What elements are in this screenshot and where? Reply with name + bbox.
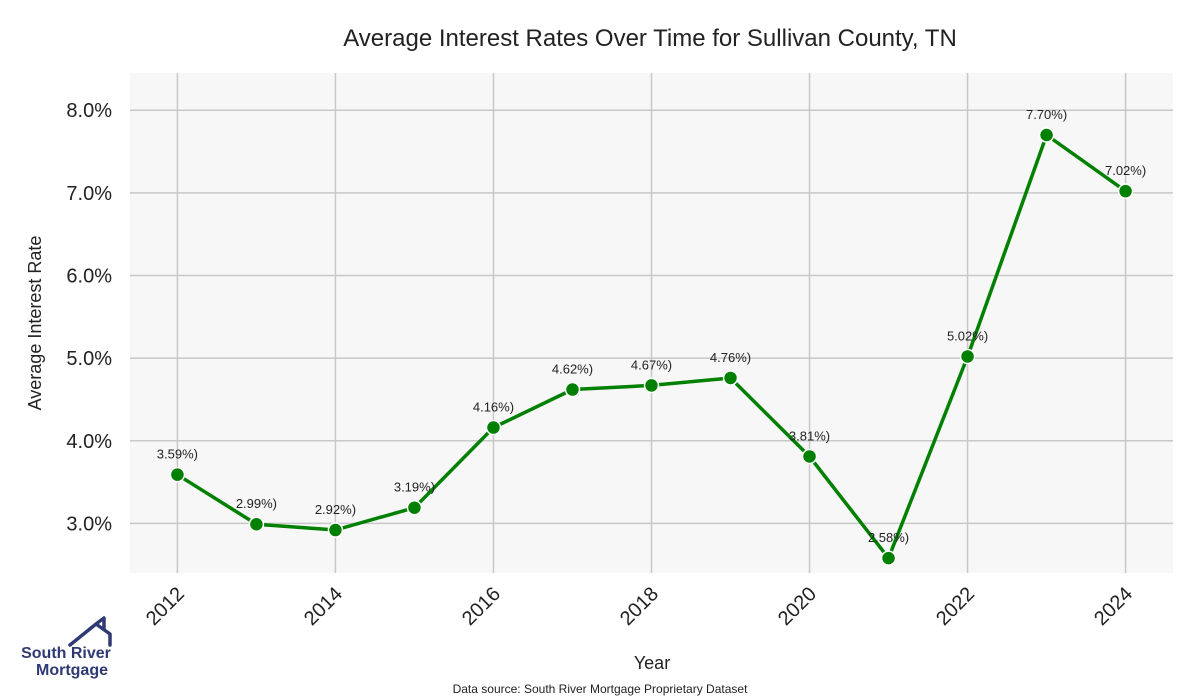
data-label: 2.99%) (236, 496, 277, 511)
source-note: Data source: South River Mortgage Propri… (453, 682, 748, 696)
data-label: 4.16%) (473, 400, 514, 415)
data-label: 2.92%) (315, 502, 356, 517)
data-label: 4.62%) (552, 362, 593, 377)
house-roof-icon (68, 616, 112, 647)
data-point (643, 377, 660, 394)
y-tick-label: 5.0% (66, 348, 112, 370)
data-point (801, 448, 818, 465)
data-label: 4.67%) (631, 357, 672, 372)
x-tick-label: 2014 (300, 583, 347, 630)
x-tick-label: 2018 (616, 583, 663, 630)
data-label: 3.59%) (157, 447, 198, 462)
data-points (169, 127, 1134, 566)
x-axis-title: Year (634, 653, 670, 673)
y-tick-label: 8.0% (66, 100, 112, 122)
data-point (485, 419, 502, 436)
y-tick-label: 3.0% (66, 513, 112, 535)
data-point (1038, 127, 1055, 143)
data-label: 3.81%) (789, 428, 830, 443)
logo: South River Mortgage (21, 616, 112, 679)
data-point (564, 381, 581, 398)
data-point (169, 466, 186, 483)
x-tick-label: 2016 (458, 583, 505, 630)
data-labels: 3.59%) 2.99%) 2.92%) 3.19%) 4.16%) 4.62%) 4.67… (157, 107, 1146, 545)
data-point (327, 522, 344, 538)
y-tick-label: 7.0% (66, 183, 112, 205)
x-tick-label: 2024 (1090, 583, 1137, 630)
data-point (1117, 183, 1134, 199)
chart-title: Average Interest Rates Over Time for Sul… (343, 25, 957, 52)
data-point (880, 550, 897, 566)
data-label: 7.02%) (1105, 163, 1146, 178)
y-axis-ticks: 3.0% 4.0% 5.0% 6.0% 7.0% 8.0% (66, 100, 112, 535)
data-label: 3.19%) (394, 480, 435, 495)
x-axis-ticks: 2012 2014 2016 2018 2020 2022 2024 (142, 583, 1137, 630)
data-label: 7.70%) (1026, 107, 1067, 122)
data-point (722, 370, 739, 386)
data-point (959, 348, 976, 365)
data-label: 5.02%) (947, 328, 988, 343)
y-grid (130, 109, 1173, 525)
y-axis-title: Average Interest Rate (25, 236, 45, 411)
x-tick-label: 2020 (774, 583, 821, 630)
logo-line1: South River (21, 645, 111, 662)
y-tick-label: 4.0% (66, 431, 112, 453)
data-label: 4.76%) (710, 350, 751, 365)
x-grid (176, 73, 1127, 573)
logo-line2: Mortgage (36, 662, 108, 679)
x-tick-label: 2012 (142, 583, 189, 630)
x-tick-label: 2022 (932, 583, 979, 630)
data-point (406, 499, 423, 516)
data-label: 2.58%) (868, 530, 909, 545)
y-tick-label: 6.0% (66, 265, 112, 287)
data-point (248, 516, 265, 532)
